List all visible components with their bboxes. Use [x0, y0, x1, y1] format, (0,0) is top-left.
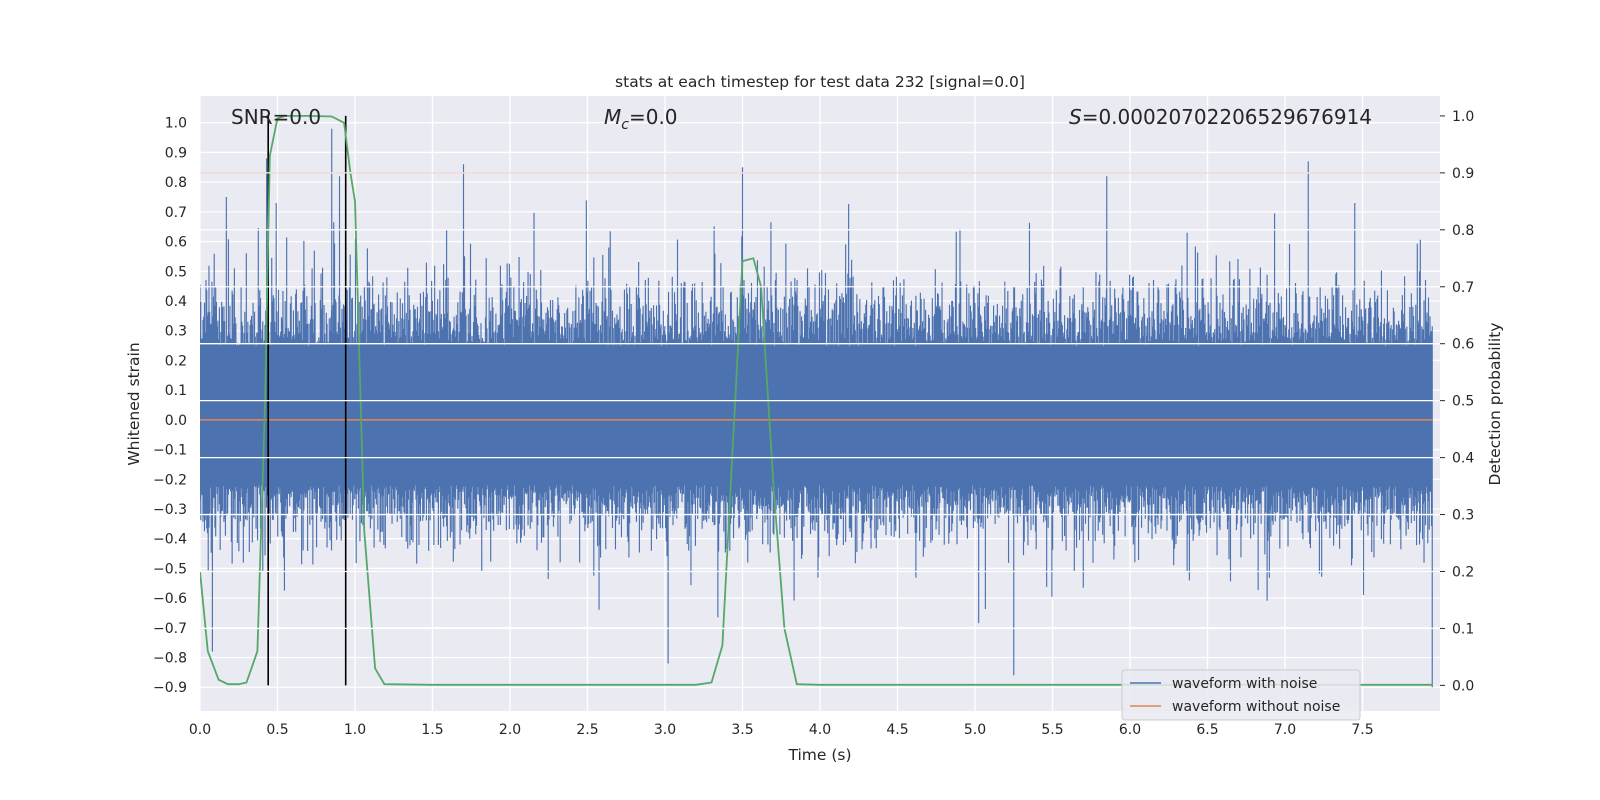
x-tick-label: 4.5: [886, 722, 908, 738]
y-left-tick-label: 1.0: [165, 116, 187, 132]
mc-subscript: c: [621, 117, 629, 133]
x-tick-label: 3.5: [731, 722, 753, 738]
legend-label-clean: waveform without noise: [1172, 699, 1340, 715]
y-left-tick-label: 0.6: [165, 235, 187, 251]
y-left-tick-label: 0.1: [165, 383, 187, 399]
x-tick-label: 2.5: [576, 722, 598, 738]
x-tick-label: 0.5: [266, 722, 288, 738]
mc-annotation: Mc=0.0: [604, 105, 678, 133]
legend: waveform with noise waveform without noi…: [1121, 669, 1361, 721]
x-tick-label: 7.5: [1351, 722, 1373, 738]
y-left-tick-label: −0.1: [153, 443, 187, 459]
s-value: =0.00020702206529676914: [1082, 105, 1372, 129]
x-tick-label: 0.0: [189, 722, 211, 738]
y-left-tick-label: 0.9: [165, 145, 187, 161]
y-left-tick-label: −0.9: [153, 680, 187, 696]
y-right-tick-label: 0.8: [1452, 223, 1474, 239]
x-tick-label: 1.0: [344, 722, 366, 738]
x-tick-label: 4.0: [809, 722, 831, 738]
y-right-tick-label: 0.3: [1452, 508, 1474, 524]
y-left-tick-label: −0.8: [153, 651, 187, 667]
y-right-tick-label: 0.9: [1452, 166, 1474, 182]
x-tick-label: 2.0: [499, 722, 521, 738]
y-left-tick-label: −0.5: [153, 561, 187, 577]
x-axis-label: Time (s): [787, 746, 851, 764]
legend-box: [1121, 669, 1361, 721]
y-left-tick-label: 0.7: [165, 205, 187, 221]
y-left-tick-label: 0.5: [165, 264, 187, 280]
y-right-tick-label: 0.7: [1452, 280, 1474, 296]
grid-horizontal-right: [200, 172, 1440, 630]
y-right-tick-label: 0.5: [1452, 394, 1474, 410]
y-right-tick-label: 0.1: [1452, 621, 1474, 637]
mc-value: =0.0: [629, 105, 678, 129]
x-tick-label: 7.0: [1274, 722, 1296, 738]
mc-symbol: M: [604, 105, 621, 129]
y-right-tick-label: 0.2: [1452, 564, 1474, 580]
y-right-axis-ticks: 1.0 0.9 0.8 0.7 0.6 0.5 0.4 0.3 0.2 0.1 0.0: [1440, 109, 1474, 694]
y-left-tick-label: −0.7: [153, 621, 187, 637]
y-left-tick-label: −0.6: [153, 591, 187, 607]
x-tick-label: 5.0: [964, 722, 986, 738]
y-left-tick-label: −0.2: [153, 472, 187, 488]
legend-label-noise: waveform with noise: [1172, 676, 1317, 692]
y-left-tick-label: −0.4: [153, 532, 187, 548]
y-left-tick-label: 0.8: [165, 175, 187, 191]
y-right-axis-label: Detection probability: [1486, 323, 1504, 486]
x-axis-ticks: 0.0 0.5 1.0 1.5 2.0 2.5 3.0 3.5 4.0 4.5 5.0 5.5 6.0 6…: [189, 722, 1374, 738]
y-right-tick-label: 1.0: [1452, 109, 1474, 125]
y-left-axis-label: Whitened strain: [125, 342, 143, 465]
x-tick-label: 3.0: [654, 722, 676, 738]
y-right-tick-label: 0.6: [1452, 337, 1474, 353]
s-symbol: S: [1069, 105, 1082, 129]
x-tick-label: 6.5: [1196, 722, 1218, 738]
y-left-tick-label: 0.0: [165, 413, 187, 429]
x-tick-label: 1.5: [421, 722, 443, 738]
y-left-tick-label: 0.3: [165, 324, 187, 340]
x-tick-label: 6.0: [1119, 722, 1141, 738]
y-left-tick-label: 0.2: [165, 353, 187, 369]
y-right-tick-label: 0.4: [1452, 451, 1474, 467]
y-left-tick-label: 0.4: [165, 294, 187, 310]
chart-title: stats at each timestep for test data 232…: [615, 73, 1025, 91]
y-left-axis-ticks: 1.0 0.9 0.8 0.7 0.6 0.5 0.4 0.3 0.2 0.1 0.0 −0.1 −0.…: [153, 116, 187, 696]
y-right-tick-label: 0.0: [1452, 678, 1474, 694]
y-left-tick-label: −0.3: [153, 502, 187, 518]
x-tick-label: 5.5: [1041, 722, 1063, 738]
s-annotation: S=0.00020702206529676914: [1069, 105, 1372, 129]
snr-annotation: SNR=0.0: [231, 105, 321, 129]
